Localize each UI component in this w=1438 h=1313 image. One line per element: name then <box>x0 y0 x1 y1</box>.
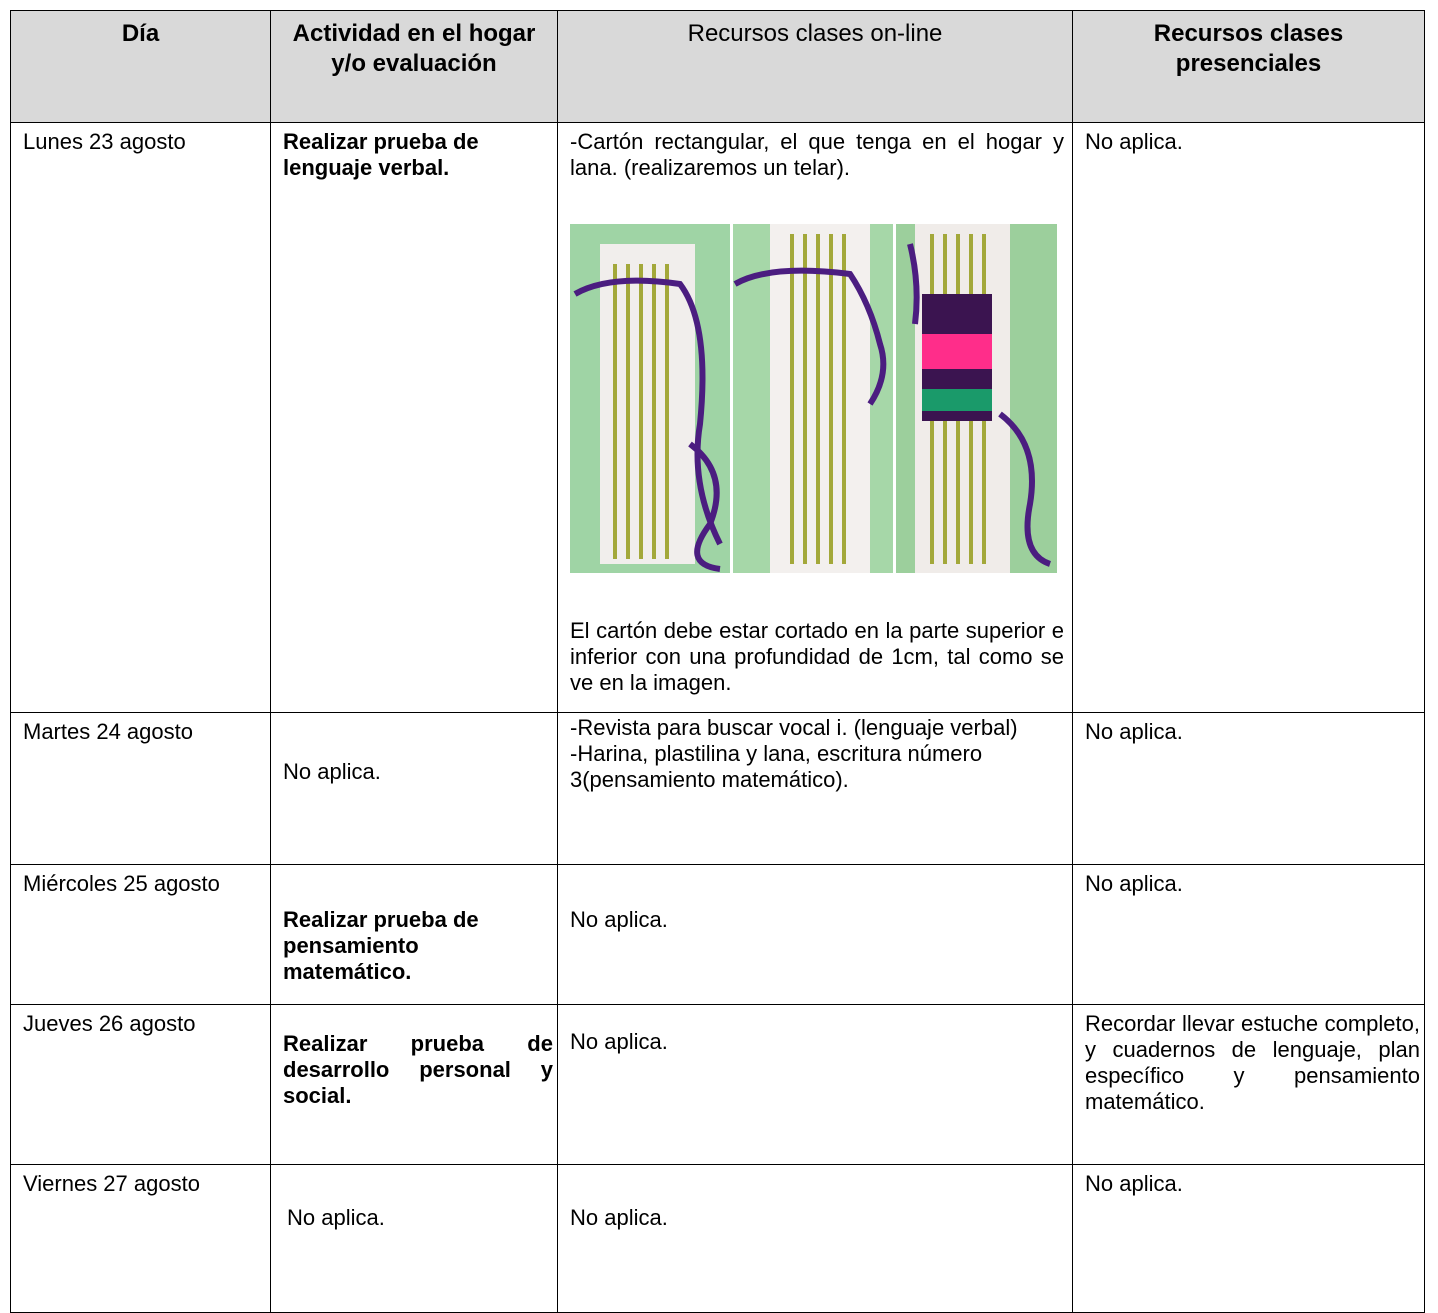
cell: -Revista para buscar vocal i. (lenguaje … <box>557 712 1073 865</box>
header-row: Día Actividad en el hogar y/o evaluación… <box>10 10 1425 123</box>
cell: Viernes 27 agosto <box>10 1164 271 1313</box>
cell: No aplica. <box>557 864 1073 1005</box>
paragraph: -Revista para buscar vocal i. (lenguaje … <box>570 715 1018 740</box>
row: Jueves 26 agosto Realizar prueba de desa… <box>10 1004 1425 1165</box>
cell: No aplica. <box>1072 122 1425 713</box>
cell: Jueves 26 agosto <box>10 1004 271 1165</box>
cell: Realizar prueba de lenguaje verbal. <box>270 122 558 713</box>
cell: No aplica. <box>1072 1164 1425 1313</box>
cell: Realizar prueba de desarrollo personal y… <box>270 1004 558 1165</box>
cell: No aplica. <box>557 1164 1073 1313</box>
cell: No aplica. <box>1072 864 1425 1005</box>
paragraph: -Cartón rectangular, el que tenga en el … <box>570 129 1064 180</box>
header-cell: Recursos clases presenciales <box>1072 10 1425 123</box>
row: Lunes 23 agosto Realizar prueba de lengu… <box>10 122 1425 713</box>
cell: No aplica. <box>557 1004 1073 1165</box>
loom-image <box>570 224 1057 573</box>
header-cell: Día <box>10 10 271 123</box>
cell: Realizar prueba de pensamiento matemátic… <box>270 864 558 1005</box>
row: Viernes 27 agosto No aplica. No aplica. … <box>10 1164 1425 1313</box>
row: Miércoles 25 agosto Realizar prueba de p… <box>10 864 1425 1005</box>
cell: Martes 24 agosto <box>10 712 271 865</box>
schedule-table: Día Actividad en el hogar y/o evaluación… <box>10 10 1425 1313</box>
cell: -Cartón rectangular, el que tenga en el … <box>557 122 1073 713</box>
cell: No aplica. <box>1072 712 1425 865</box>
cell: Recordar llevar estuche completo, y cuad… <box>1072 1004 1425 1165</box>
row: Martes 24 agosto No aplica. -Revista par… <box>10 712 1425 865</box>
cell: Lunes 23 agosto <box>10 122 271 713</box>
header-cell: Recursos clases on-line <box>557 10 1073 123</box>
cell: No aplica. <box>270 712 558 865</box>
paragraph: -Harina, plastilina y lana, escritura nú… <box>570 741 983 792</box>
cell: No aplica. <box>270 1164 558 1313</box>
header-cell: Actividad en el hogar y/o evaluación <box>270 10 558 123</box>
paragraph: El cartón debe estar cortado en la parte… <box>570 618 1064 695</box>
cell: Miércoles 25 agosto <box>10 864 271 1005</box>
